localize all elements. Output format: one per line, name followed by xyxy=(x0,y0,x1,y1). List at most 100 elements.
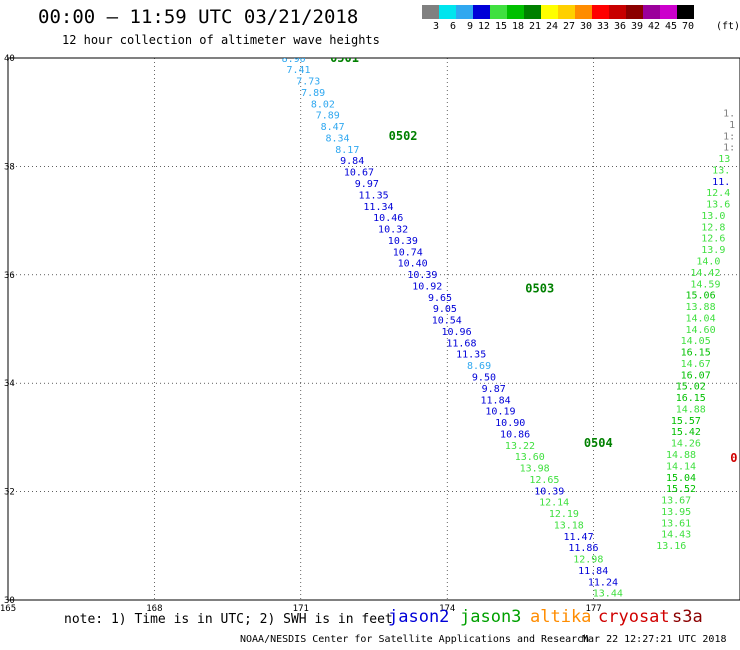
swh-label-jason2: 8.17 xyxy=(335,145,359,156)
map-title: 00:00 – 11:59 UTC 03/21/2018 xyxy=(38,6,359,28)
color-scale-swatch: 33 xyxy=(592,5,609,32)
units-note: note: 1) Time is in UTC; 2) SWH is in fe… xyxy=(64,612,393,627)
color-scale-swatch: 70 xyxy=(677,5,694,32)
time-marker: 0503 xyxy=(525,282,554,296)
swh-label-jason2: 7.41 xyxy=(286,65,310,76)
swh-label-jason3: 15.06 xyxy=(685,291,715,302)
swh-label-jason3: 13.16 xyxy=(656,541,686,552)
swh-label-jason3: 14.04 xyxy=(685,313,715,324)
swh-label-jason3: 14.88 xyxy=(676,404,706,415)
color-scale-swatch: 36 xyxy=(609,5,626,32)
swh-label-jason3: 13.0 xyxy=(701,211,725,222)
swh-label-jason3: 13.67 xyxy=(661,496,691,507)
color-scale-label: 12 xyxy=(477,21,490,32)
swh-label-jason3: 16.15 xyxy=(676,393,706,404)
color-scale-swatch: 6 xyxy=(439,5,456,32)
swh-label-jason2: 10.96 xyxy=(441,327,471,338)
longitude-tick-label: 171 xyxy=(293,604,309,614)
color-scale-label: 6 xyxy=(449,21,456,32)
swh-label-jason3: 12.4 xyxy=(706,188,730,199)
swh-label-jason2: 10.39 xyxy=(407,270,437,281)
color-scale-swatch: 21 xyxy=(524,5,541,32)
swh-label-jason3: 14.67 xyxy=(681,359,711,370)
color-scale-unit: (ft) xyxy=(716,21,740,32)
swh-label-jason3: 14.26 xyxy=(671,439,701,450)
time-marker: 0501 xyxy=(330,51,359,65)
swh-label-jason2: 9.05 xyxy=(433,304,457,315)
swh-label-jason2: 9.50 xyxy=(472,372,496,383)
swh-label-jason3: 13. xyxy=(712,165,730,176)
swh-label-jason3: 14.60 xyxy=(685,325,715,336)
mission-label-jason2: jason2 xyxy=(388,607,450,627)
latitude-tick-label: 40 xyxy=(4,54,15,64)
swh-label-jason3: 14.43 xyxy=(661,530,691,541)
color-scale-label: 21 xyxy=(528,21,541,32)
swh-label-jason2: 12.19 xyxy=(549,509,579,520)
swh-label-jason3: 14.42 xyxy=(690,268,720,279)
swh-label-jason2: 7.89 xyxy=(316,111,340,122)
swh-label-jason3: 15.02 xyxy=(676,382,706,393)
color-scale-swatch: 30 xyxy=(575,5,592,32)
swh-label-jason2: 9.84 xyxy=(340,156,364,167)
swh-label-jason2: 12.14 xyxy=(539,498,569,509)
time-marker: 0 xyxy=(730,451,737,465)
longitude-tick-label: 174 xyxy=(439,604,455,614)
latitude-tick-label: 36 xyxy=(4,271,15,281)
color-scale-label: 70 xyxy=(681,21,694,32)
color-scale-swatch: 12 xyxy=(473,5,490,32)
color-scale-label: 33 xyxy=(596,21,609,32)
swh-label-jason2: 12.98 xyxy=(573,555,603,566)
swh-label-jason3: 16.15 xyxy=(681,348,711,359)
footer-credit: NOAA/NESDIS Center for Satellite Applica… xyxy=(240,634,590,645)
footer-timestamp: Mar 22 12:27:21 UTC 2018 xyxy=(582,634,727,645)
swh-label-jason3: 13.95 xyxy=(661,507,691,518)
wave-height-color-scale: 3 6 9 12 15 18 21 24 27 30 33 36 39 42 45 70 xyxy=(422,5,694,32)
swh-label-jason3: 15.57 xyxy=(671,416,701,427)
swh-label-jason2: 10.92 xyxy=(412,281,442,292)
color-scale-swatch: 3 xyxy=(422,5,439,32)
swh-label-jason3: 15.04 xyxy=(666,473,696,484)
mission-label-altika: altika xyxy=(530,607,592,627)
color-scale-label: 27 xyxy=(562,21,575,32)
color-scale-label: 36 xyxy=(613,21,626,32)
time-marker: 0504 xyxy=(584,436,613,450)
swh-label-jason2: 11.84 xyxy=(578,566,608,577)
color-scale-swatch: 39 xyxy=(626,5,643,32)
swh-label-jason2: 13.22 xyxy=(505,441,535,452)
color-scale-label: 15 xyxy=(494,21,507,32)
swh-label-jason2: 7.89 xyxy=(301,88,325,99)
swh-label-jason2: 11.86 xyxy=(568,543,598,554)
mission-label-s3a: s3a xyxy=(672,607,703,627)
color-scale-label: 39 xyxy=(630,21,643,32)
mission-label-cryosat: cryosat xyxy=(598,607,670,627)
swh-label-jason3: 15.42 xyxy=(671,427,701,438)
latitude-tick-label: 38 xyxy=(4,162,15,172)
swh-label-jason2: 10.39 xyxy=(534,486,564,497)
swh-label-jason2: 11.34 xyxy=(363,202,393,213)
swh-label-jason3: 14.05 xyxy=(681,336,711,347)
swh-label-jason3: 1: xyxy=(723,143,735,154)
swh-label-jason3: 15.52 xyxy=(666,484,696,495)
swh-label-jason2: 8.47 xyxy=(321,122,345,133)
color-scale-swatch: 42 xyxy=(643,5,660,32)
swh-label-jason3: 1: xyxy=(723,131,735,142)
swh-label-jason3: 14.88 xyxy=(666,450,696,461)
longitude-tick-label: 165 xyxy=(0,604,16,614)
color-scale-label: 3 xyxy=(432,21,439,32)
color-scale-label: 30 xyxy=(579,21,592,32)
color-scale-label: 24 xyxy=(545,21,558,32)
swh-label-jason3: 13.6 xyxy=(706,200,730,211)
map-subtitle: 12 hour collection of altimeter wave hei… xyxy=(62,33,380,47)
swh-label-jason2: 10.86 xyxy=(500,429,530,440)
swh-label-jason3: 1. xyxy=(723,109,735,120)
swh-label-jason3: 12.8 xyxy=(701,222,725,233)
latitude-tick-label: 32 xyxy=(4,488,15,498)
swh-label-jason2: 9.65 xyxy=(428,293,452,304)
swh-label-jason2: 10.90 xyxy=(495,418,525,429)
swh-label-jason2: 8.90 xyxy=(282,54,306,65)
longitude-tick-label: 168 xyxy=(146,604,162,614)
time-marker: 0502 xyxy=(389,129,418,143)
swh-label-jason2: 10.54 xyxy=(432,316,462,327)
swh-label-jason3: 14.14 xyxy=(666,461,696,472)
